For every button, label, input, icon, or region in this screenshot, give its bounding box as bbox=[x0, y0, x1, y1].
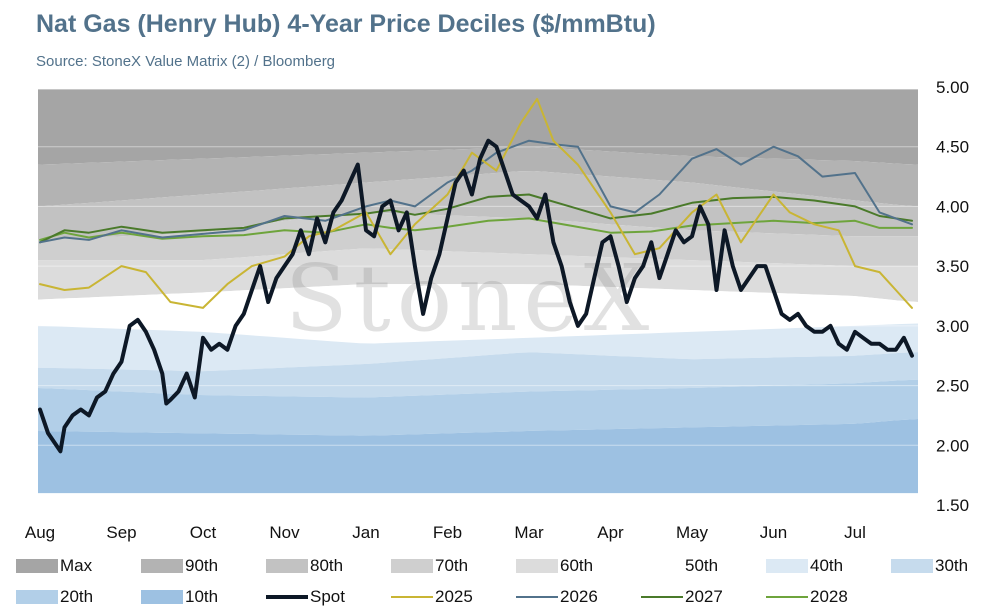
legend-item-max: Max bbox=[16, 555, 92, 577]
legend-label: 70th bbox=[435, 556, 469, 575]
series-line-spot bbox=[38, 138, 914, 454]
legend-label: 2027 bbox=[685, 587, 723, 606]
legend-label: 10th bbox=[185, 587, 219, 606]
x-axis: Aug Sep Oct Nov Jan Feb Mar Apr May Jun Jul bbox=[25, 523, 866, 542]
x-tick-label: Feb bbox=[433, 523, 462, 542]
legend-item-2025: 2025 bbox=[391, 586, 473, 608]
chart-title: Nat Gas (Henry Hub) 4-Year Price Deciles… bbox=[36, 10, 656, 38]
y-tick-label: 4.50 bbox=[936, 138, 969, 157]
series-line-2025 bbox=[39, 97, 913, 309]
legend-item-2026: 2026 bbox=[516, 586, 598, 608]
x-tick-label: May bbox=[676, 523, 709, 542]
band-90th bbox=[38, 147, 918, 207]
y-axis: 5.00 4.50 4.00 3.50 3.00 2.50 2.00 1.50 bbox=[936, 78, 969, 515]
legend-item-2028: 2028 bbox=[766, 586, 848, 608]
legend-item-60th: 60th bbox=[516, 555, 593, 577]
y-tick-label: 5.00 bbox=[936, 78, 969, 97]
legend-line-swatch bbox=[641, 596, 683, 598]
legend-label: 2026 bbox=[560, 587, 598, 606]
y-tick-label: 2.50 bbox=[936, 377, 969, 396]
legend-label: 2025 bbox=[435, 587, 473, 606]
y-tick-label: 2.00 bbox=[936, 436, 969, 455]
legend-item-50th: 50th bbox=[641, 555, 718, 577]
y-tick-label: 3.50 bbox=[936, 257, 969, 276]
legend-label: 30th bbox=[935, 556, 969, 575]
legend-label: Spot bbox=[310, 587, 345, 606]
legend-swatch bbox=[16, 590, 58, 604]
band-40th bbox=[38, 323, 918, 372]
legend-item-30th: 30th bbox=[891, 555, 968, 577]
chart-subtitle: Source: StoneX Value Matrix (2) / Bloomb… bbox=[36, 53, 336, 70]
x-tick-label: Jun bbox=[760, 523, 787, 542]
legend-label: 60th bbox=[560, 556, 594, 575]
price-series bbox=[38, 97, 914, 454]
band-10th bbox=[38, 419, 918, 494]
legend-line-swatch bbox=[766, 596, 808, 598]
legend-item-80th: 80th bbox=[266, 555, 343, 577]
band-60th bbox=[38, 248, 918, 302]
legend-line-swatch bbox=[266, 595, 308, 599]
legend-swatch bbox=[141, 559, 183, 573]
legend-label: 90th bbox=[185, 556, 219, 575]
x-tick-label: Oct bbox=[190, 523, 217, 542]
x-tick-label: Sep bbox=[106, 523, 136, 542]
band-50th bbox=[38, 284, 918, 344]
band-max bbox=[38, 89, 918, 165]
legend-label: 2028 bbox=[810, 587, 848, 606]
legend-swatch bbox=[766, 559, 808, 573]
x-tick-label: Jul bbox=[844, 523, 866, 542]
legend-item-spot: Spot bbox=[266, 586, 345, 608]
legend-item-20th: 20th bbox=[16, 586, 93, 608]
legend-item-70th: 70th bbox=[391, 555, 468, 577]
legend-swatch bbox=[891, 559, 933, 573]
y-tick-label: 4.00 bbox=[936, 197, 969, 216]
legend-item-90th: 90th bbox=[141, 555, 218, 577]
legend-label: 50th bbox=[685, 556, 719, 575]
band-30th bbox=[38, 352, 918, 398]
legend-line-swatch bbox=[391, 596, 433, 598]
legend-label: 80th bbox=[310, 556, 344, 575]
x-tick-label: Apr bbox=[597, 523, 624, 542]
legend-swatch bbox=[266, 559, 308, 573]
legend-item-10th: 10th bbox=[141, 586, 218, 608]
band-20th bbox=[38, 379, 918, 436]
band-80th bbox=[38, 171, 918, 240]
legend-swatch bbox=[16, 559, 58, 573]
legend-item-2027: 2027 bbox=[641, 586, 723, 608]
x-tick-label: Aug bbox=[25, 523, 55, 542]
y-tick-label: 1.50 bbox=[936, 496, 969, 515]
series-line-2027 bbox=[39, 193, 913, 244]
legend-swatch bbox=[141, 590, 183, 604]
legend-swatch bbox=[391, 559, 433, 573]
legend-item-40th: 40th bbox=[766, 555, 843, 577]
series-line-2026 bbox=[39, 139, 913, 244]
legend-line-swatch bbox=[516, 596, 558, 598]
x-tick-label: Jan bbox=[352, 523, 379, 542]
percentile-bands bbox=[38, 89, 918, 494]
legend-swatch bbox=[516, 559, 558, 573]
legend-label: 40th bbox=[810, 556, 844, 575]
legend-label: Max bbox=[60, 556, 93, 575]
y-tick-label: 3.00 bbox=[936, 317, 969, 336]
x-tick-label: Mar bbox=[514, 523, 544, 542]
legend-label: 20th bbox=[60, 587, 94, 606]
legend-swatch bbox=[641, 559, 683, 573]
x-tick-label: Nov bbox=[269, 523, 300, 542]
gridlines bbox=[38, 86, 918, 506]
